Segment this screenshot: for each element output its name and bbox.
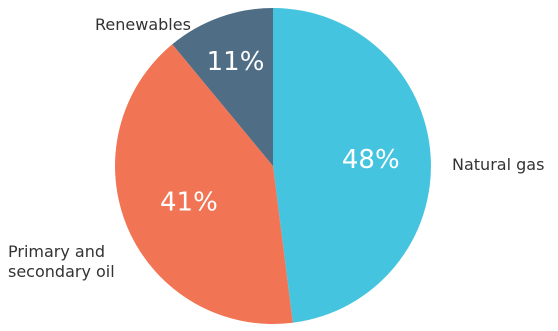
- pie-category-labels: Natural gas Primary and secondary oil Renew…: [8, 15, 544, 281]
- value-label-natural-gas: 48%: [342, 145, 400, 175]
- pie-slice-renewables: [172, 8, 273, 166]
- value-label-primary-and-secondary-oil: 41%: [160, 187, 218, 217]
- category-label-line: Natural gas: [452, 155, 544, 174]
- category-label-line: Renewables: [95, 15, 191, 34]
- category-label-natural-gas: Natural gas: [452, 155, 544, 174]
- pie-value-labels: 48% 41% 11%: [160, 47, 400, 217]
- pie-slice-natural-gas: [273, 8, 431, 323]
- pie-slice-primary-and-secondary-oil: [115, 44, 293, 324]
- category-label-renewables: Renewables: [95, 15, 191, 34]
- pie-slices: [115, 8, 431, 324]
- category-label-line: secondary oil: [8, 262, 115, 281]
- category-label-primary-and-secondary-oil: Primary and secondary oil: [8, 242, 115, 281]
- category-label-line: Primary and: [8, 242, 105, 261]
- value-label-renewables: 11%: [207, 47, 265, 77]
